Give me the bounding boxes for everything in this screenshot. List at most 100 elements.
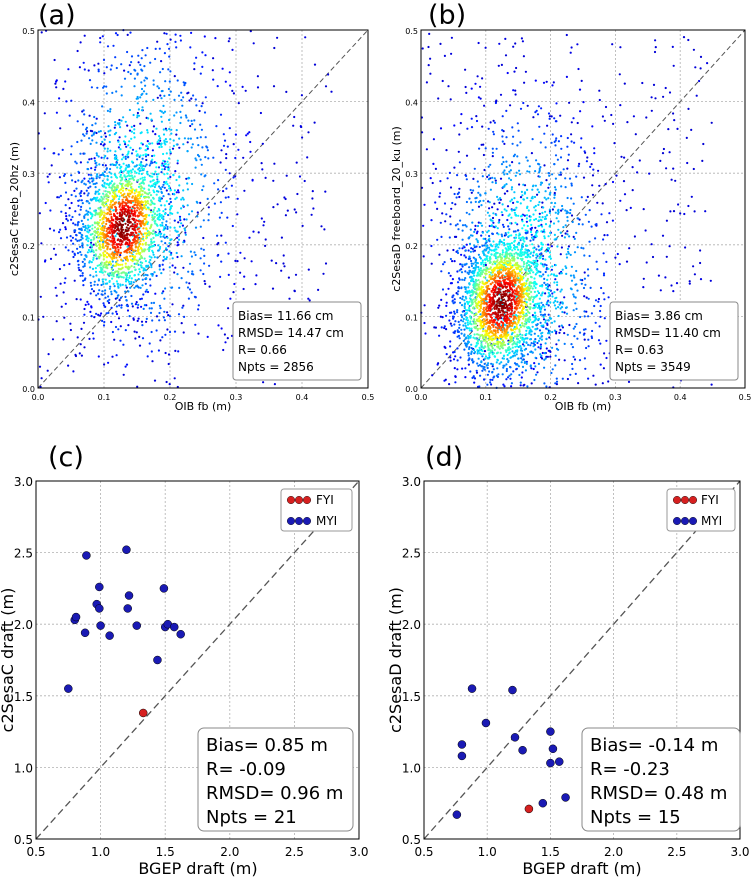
density-point [502,364,505,367]
density-point [570,265,574,268]
density-point [459,301,462,304]
density-point [549,355,552,358]
density-point [99,248,102,251]
density-point [212,156,215,159]
density-point [460,332,463,335]
density-point [534,365,537,368]
density-point [473,230,476,233]
density-point [229,84,232,87]
density-point [595,260,598,263]
density-point [171,257,174,260]
density-point [293,208,296,211]
density-point [445,314,448,317]
density-point [567,153,570,156]
density-point [285,174,288,177]
density-point [157,244,160,247]
density-point [550,371,553,375]
density-point [443,379,446,382]
density-point [141,250,144,253]
density-point [566,216,569,219]
density-point [520,361,523,364]
density-point [133,286,136,289]
density-point [160,164,163,167]
density-point [161,263,164,266]
density-point [514,221,517,224]
density-point [178,215,182,218]
density-point [505,363,508,366]
density-point [46,369,49,372]
density-point [547,172,550,175]
density-point [555,237,558,240]
density-point [492,221,495,224]
density-point [456,311,459,314]
density-point [688,282,691,285]
density-point [112,183,116,186]
density-point [87,210,90,213]
density-point [313,121,316,124]
density-point [97,130,100,133]
density-point [90,288,94,291]
density-point [160,97,163,100]
density-point [168,47,171,50]
density-point [528,219,531,222]
density-point [83,152,86,155]
density-point [272,85,276,88]
density-point [118,220,121,223]
density-point [81,260,84,263]
density-point [575,231,578,234]
density-point [453,310,456,313]
density-point [521,40,525,43]
density-point [546,302,549,305]
density-point [142,269,145,272]
density-point [108,298,111,301]
density-point [101,239,104,242]
density-point [128,174,131,178]
density-point [443,261,446,264]
density-point [168,383,171,386]
density-point [222,133,225,136]
density-point [430,262,433,265]
density-point [136,222,139,226]
density-point [102,216,106,219]
density-point [593,152,596,155]
density-point [160,115,163,118]
density-point [508,351,511,354]
density-point [242,156,245,159]
panel-b: (b) 0.0 0.1 0.2 0.3 0.4 0.5 0.00.10.20.30.40.… [390,0,751,413]
density-point [501,373,504,376]
density-point [543,382,546,385]
density-point [226,337,229,340]
density-point [130,294,133,298]
density-point [70,239,73,242]
density-point [121,153,124,156]
density-point [585,160,589,163]
density-point [539,337,542,340]
density-point [50,164,53,167]
density-point [534,273,537,276]
density-point [127,150,130,153]
density-point [475,232,478,235]
density-point [482,143,485,146]
density-point [141,181,144,184]
density-point [459,356,462,359]
density-point [486,366,489,370]
density-point [576,43,579,46]
density-point [578,331,582,334]
density-point [175,46,178,49]
density-point [440,298,443,301]
density-point [106,150,109,153]
density-point [63,264,66,267]
density-point [528,284,531,287]
density-point [141,284,144,287]
density-point [131,223,134,226]
density-point [191,123,194,126]
density-point [105,92,108,95]
density-point [501,135,504,138]
density-point [584,283,587,286]
density-point [86,235,89,238]
density-point [64,277,67,280]
density-point [473,244,476,247]
density-point [128,140,131,143]
density-point [496,367,499,370]
density-point [93,168,97,171]
